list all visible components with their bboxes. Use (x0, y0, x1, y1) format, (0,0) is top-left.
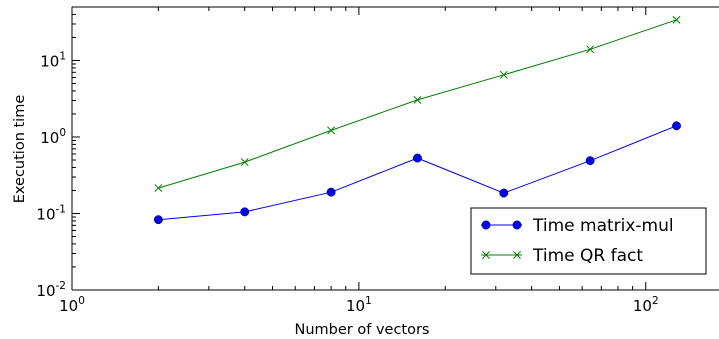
x-axis-title: Number of vectors (295, 322, 430, 338)
data-point (240, 207, 250, 217)
x-tick-labels: 100 101 102 (59, 295, 659, 315)
legend-item: Time matrix-mul (481, 216, 674, 236)
legend-label: Time matrix-mul (532, 216, 674, 236)
x-tick-label: 102 (633, 295, 659, 315)
data-point (153, 215, 163, 225)
data-point (499, 70, 508, 79)
data-point (240, 158, 249, 167)
data-point (585, 156, 595, 166)
legend-marker (512, 220, 522, 230)
legend-label: Time QR fact (532, 246, 643, 266)
y-tick-label: 10-1 (36, 203, 66, 223)
data-point (327, 126, 336, 135)
legend-marker (481, 220, 491, 230)
x-tick-label: 101 (346, 295, 372, 315)
legend-marker (513, 251, 521, 259)
x-tick-label: 100 (59, 295, 85, 315)
series-layer (153, 15, 681, 225)
plot-frame (71, 6, 719, 291)
data-point (154, 184, 163, 193)
x-minor-ticks (157, 7, 634, 290)
data-point (413, 95, 422, 104)
legend-items: Time matrix-mul Time QR fact (481, 216, 674, 266)
data-point (672, 121, 681, 131)
y-tick-label: 10-2 (36, 280, 66, 300)
y-axis-title: Execution time (12, 95, 28, 204)
data-point (326, 187, 336, 197)
data-point (672, 15, 681, 24)
y-minor-ticks (72, 6, 76, 268)
y-tick-label: 100 (40, 127, 66, 147)
legend: Time matrix-mul Time QR fact (470, 207, 707, 275)
legend-box (470, 207, 707, 275)
data-point (412, 153, 422, 163)
y-tick-label: 101 (40, 50, 66, 70)
y-tick-labels: 10-2 10-1 100 101 (36, 50, 66, 300)
legend-marker (482, 251, 490, 259)
legend-item: Time QR fact (481, 246, 643, 266)
data-point (586, 45, 595, 54)
data-point (499, 188, 509, 198)
